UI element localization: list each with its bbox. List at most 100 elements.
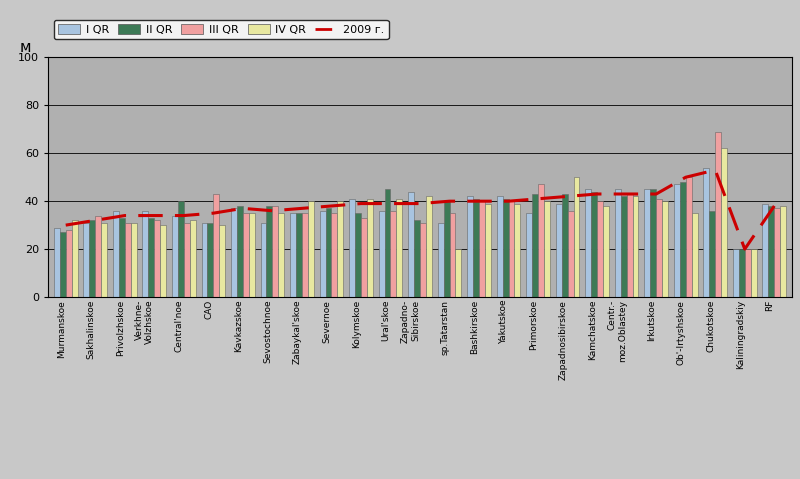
Bar	[72, 220, 78, 297]
Bar	[355, 213, 361, 297]
Bar	[674, 184, 680, 297]
Bar	[450, 213, 455, 297]
Bar	[95, 216, 101, 297]
Bar	[408, 192, 414, 297]
Bar	[214, 194, 219, 297]
Bar	[656, 199, 662, 297]
Legend: I QR, II QR, III QR, IV QR, 2009 г.: I QR, II QR, III QR, IV QR, 2009 г.	[54, 20, 389, 39]
Bar	[568, 211, 574, 297]
Bar	[556, 204, 562, 297]
Bar	[597, 201, 603, 297]
Bar	[750, 249, 757, 297]
Bar	[54, 228, 60, 297]
Bar	[414, 220, 420, 297]
Bar	[739, 249, 745, 297]
Bar	[780, 206, 786, 297]
Bar	[361, 218, 367, 297]
Bar	[621, 196, 626, 297]
Bar	[455, 249, 462, 297]
Bar	[467, 196, 473, 297]
Bar	[762, 204, 768, 297]
Bar	[60, 232, 66, 297]
Bar	[237, 206, 243, 297]
Bar	[633, 196, 638, 297]
Bar	[154, 220, 160, 297]
Bar	[125, 223, 130, 297]
Bar	[190, 220, 196, 297]
Bar	[509, 201, 514, 297]
Bar	[113, 211, 119, 297]
Bar	[160, 225, 166, 297]
Bar	[302, 213, 308, 297]
Bar	[219, 225, 225, 297]
Bar	[338, 201, 343, 297]
Bar	[320, 211, 326, 297]
Bar	[142, 211, 148, 297]
Bar	[502, 199, 509, 297]
Bar	[66, 230, 72, 297]
Bar	[119, 218, 125, 297]
Bar	[367, 199, 373, 297]
Bar	[349, 199, 355, 297]
Bar	[184, 223, 190, 297]
Bar	[615, 189, 621, 297]
Bar	[532, 194, 538, 297]
Bar	[390, 211, 396, 297]
Bar	[101, 223, 107, 297]
Bar	[172, 216, 178, 297]
Bar	[296, 213, 302, 297]
Bar	[207, 223, 214, 297]
Bar	[644, 189, 650, 297]
Bar	[148, 218, 154, 297]
Bar	[692, 213, 698, 297]
Bar	[538, 184, 544, 297]
Bar	[90, 220, 95, 297]
Bar	[290, 213, 296, 297]
Bar	[243, 213, 249, 297]
Bar	[178, 201, 184, 297]
Bar	[650, 189, 656, 297]
Bar	[497, 196, 502, 297]
Bar	[420, 223, 426, 297]
Bar	[662, 201, 668, 297]
Bar	[426, 196, 432, 297]
Bar	[83, 223, 90, 297]
Bar	[249, 213, 254, 297]
Bar	[680, 182, 686, 297]
Bar	[574, 177, 579, 297]
Bar	[473, 199, 479, 297]
Bar	[768, 206, 774, 297]
Bar	[514, 204, 520, 297]
Bar	[438, 223, 444, 297]
Y-axis label: м: м	[20, 40, 31, 55]
Bar	[715, 132, 721, 297]
Bar	[562, 194, 568, 297]
Bar	[703, 168, 710, 297]
Bar	[721, 148, 727, 297]
Bar	[278, 213, 284, 297]
Bar	[378, 211, 385, 297]
Bar	[710, 211, 715, 297]
Bar	[202, 223, 207, 297]
Bar	[444, 201, 450, 297]
Bar	[586, 189, 591, 297]
Bar	[686, 177, 692, 297]
Bar	[385, 189, 390, 297]
Bar	[326, 208, 331, 297]
Bar	[130, 223, 137, 297]
Bar	[603, 206, 609, 297]
Bar	[591, 192, 597, 297]
Bar	[745, 249, 750, 297]
Bar	[479, 201, 485, 297]
Bar	[261, 223, 266, 297]
Bar	[231, 208, 237, 297]
Bar	[331, 213, 338, 297]
Bar	[266, 206, 272, 297]
Bar	[308, 201, 314, 297]
Bar	[526, 213, 532, 297]
Bar	[396, 199, 402, 297]
Bar	[774, 208, 780, 297]
Bar	[626, 194, 633, 297]
Bar	[272, 206, 278, 297]
Bar	[733, 249, 739, 297]
